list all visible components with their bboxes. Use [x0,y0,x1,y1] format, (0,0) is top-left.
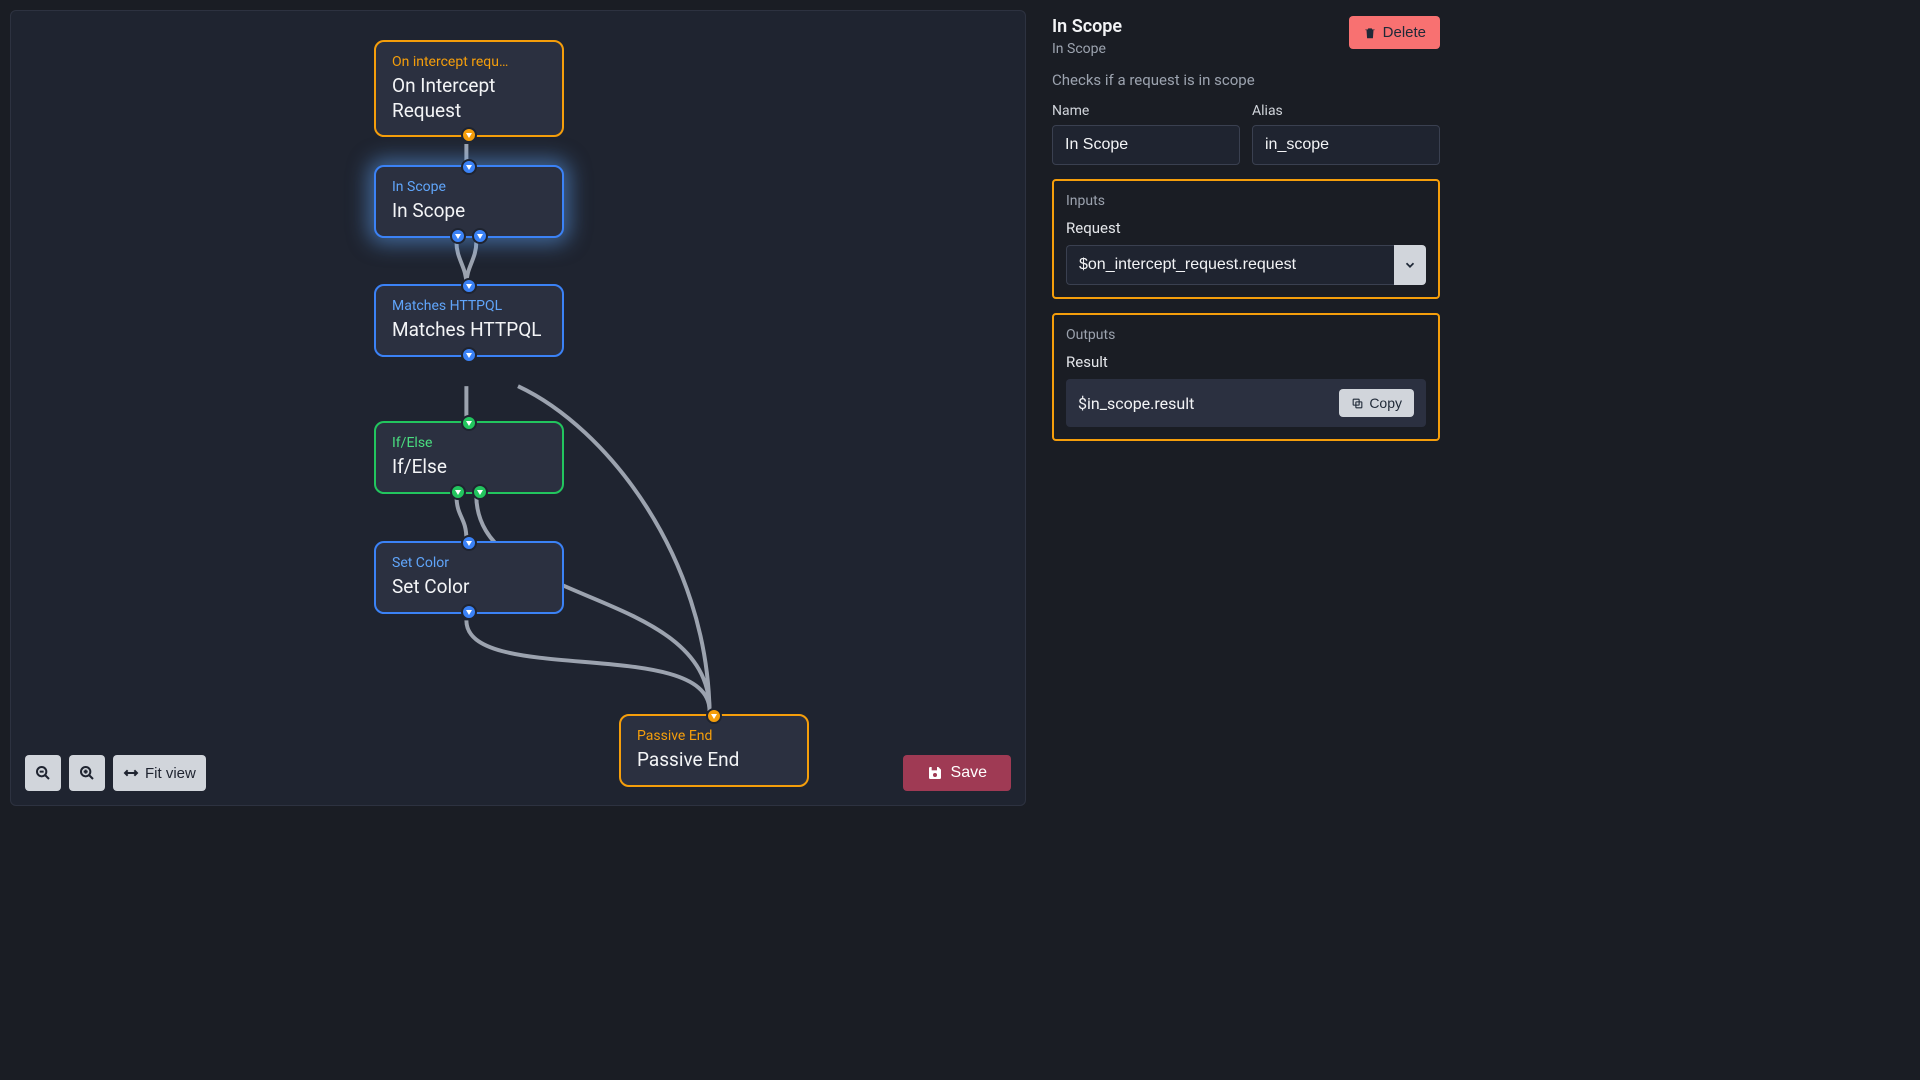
output-result-label: Result [1066,353,1426,371]
workflow-node[interactable]: On intercept requ… On Intercept Request [374,40,564,137]
delete-button[interactable]: Delete [1349,16,1440,49]
save-button[interactable]: Save [903,755,1011,791]
chevron-down-icon [1403,258,1417,272]
alias-input[interactable] [1252,125,1440,165]
port-in[interactable] [461,415,477,431]
copy-label: Copy [1369,395,1402,411]
node-title: Set Color [392,575,546,600]
zoom-in-icon [79,765,95,781]
node-type-label: In Scope [392,179,546,195]
port-out[interactable] [450,228,466,244]
copy-button[interactable]: Copy [1339,389,1414,417]
node-title: Matches HTTPQL [392,318,546,343]
port-out[interactable] [461,127,477,143]
port-out[interactable] [472,228,488,244]
workflow-node[interactable]: If/Else If/Else [374,421,564,494]
zoom-in-button[interactable] [69,755,105,791]
edge[interactable] [466,620,709,710]
save-icon [927,765,943,781]
port-out[interactable] [450,484,466,500]
outputs-panel: Outputs Result $in_scope.result Copy [1052,313,1440,441]
node-title: In Scope [392,199,546,224]
delete-label: Delete [1383,24,1426,41]
node-title: On Intercept Request [392,74,546,123]
node-title: If/Else [392,455,546,480]
fit-view-button[interactable]: Fit view [113,755,206,791]
port-in[interactable] [706,708,722,724]
edge[interactable] [456,495,466,539]
copy-icon [1351,397,1364,410]
zoom-out-button[interactable] [25,755,61,791]
inspector-subtitle: In Scope [1052,41,1122,57]
port-out[interactable] [472,484,488,500]
node-type-label: If/Else [392,435,546,451]
port-in[interactable] [461,278,477,294]
outputs-heading: Outputs [1066,327,1426,343]
trash-icon [1363,26,1377,40]
node-type-label: On intercept requ… [392,54,546,70]
inputs-panel: Inputs Request [1052,179,1440,299]
fit-view-label: Fit view [145,765,196,782]
workflow-node[interactable]: Passive End Passive End [619,714,809,787]
fit-view-icon [123,765,139,781]
inspector-description: Checks if a request is in scope [1052,71,1440,89]
port-out[interactable] [461,347,477,363]
inspector-title: In Scope [1052,16,1122,37]
node-title: Passive End [637,748,791,773]
port-out[interactable] [461,604,477,620]
inputs-heading: Inputs [1066,193,1426,209]
name-label: Name [1052,103,1240,119]
node-type-label: Matches HTTPQL [392,298,546,314]
workflow-node[interactable]: Matches HTTPQL Matches HTTPQL [374,284,564,357]
node-type-label: Passive End [637,728,791,744]
workflow-node[interactable]: In Scope In Scope [374,165,564,238]
workflow-canvas[interactable]: On intercept requ… On Intercept Request In… [10,10,1026,806]
port-in[interactable] [461,159,477,175]
input-dropdown-button[interactable] [1394,245,1426,285]
workflow-node[interactable]: Set Color Set Color [374,541,564,614]
input-request-value[interactable] [1066,245,1394,285]
save-label: Save [951,764,987,782]
output-result-value: $in_scope.result [1078,394,1339,413]
alias-label: Alias [1252,103,1440,119]
port-in[interactable] [461,535,477,551]
node-type-label: Set Color [392,555,546,571]
name-input[interactable] [1052,125,1240,165]
node-inspector-panel: In Scope In Scope Delete Checks if a req… [1036,0,1456,816]
input-request-label: Request [1066,219,1426,237]
zoom-out-icon [35,765,51,781]
